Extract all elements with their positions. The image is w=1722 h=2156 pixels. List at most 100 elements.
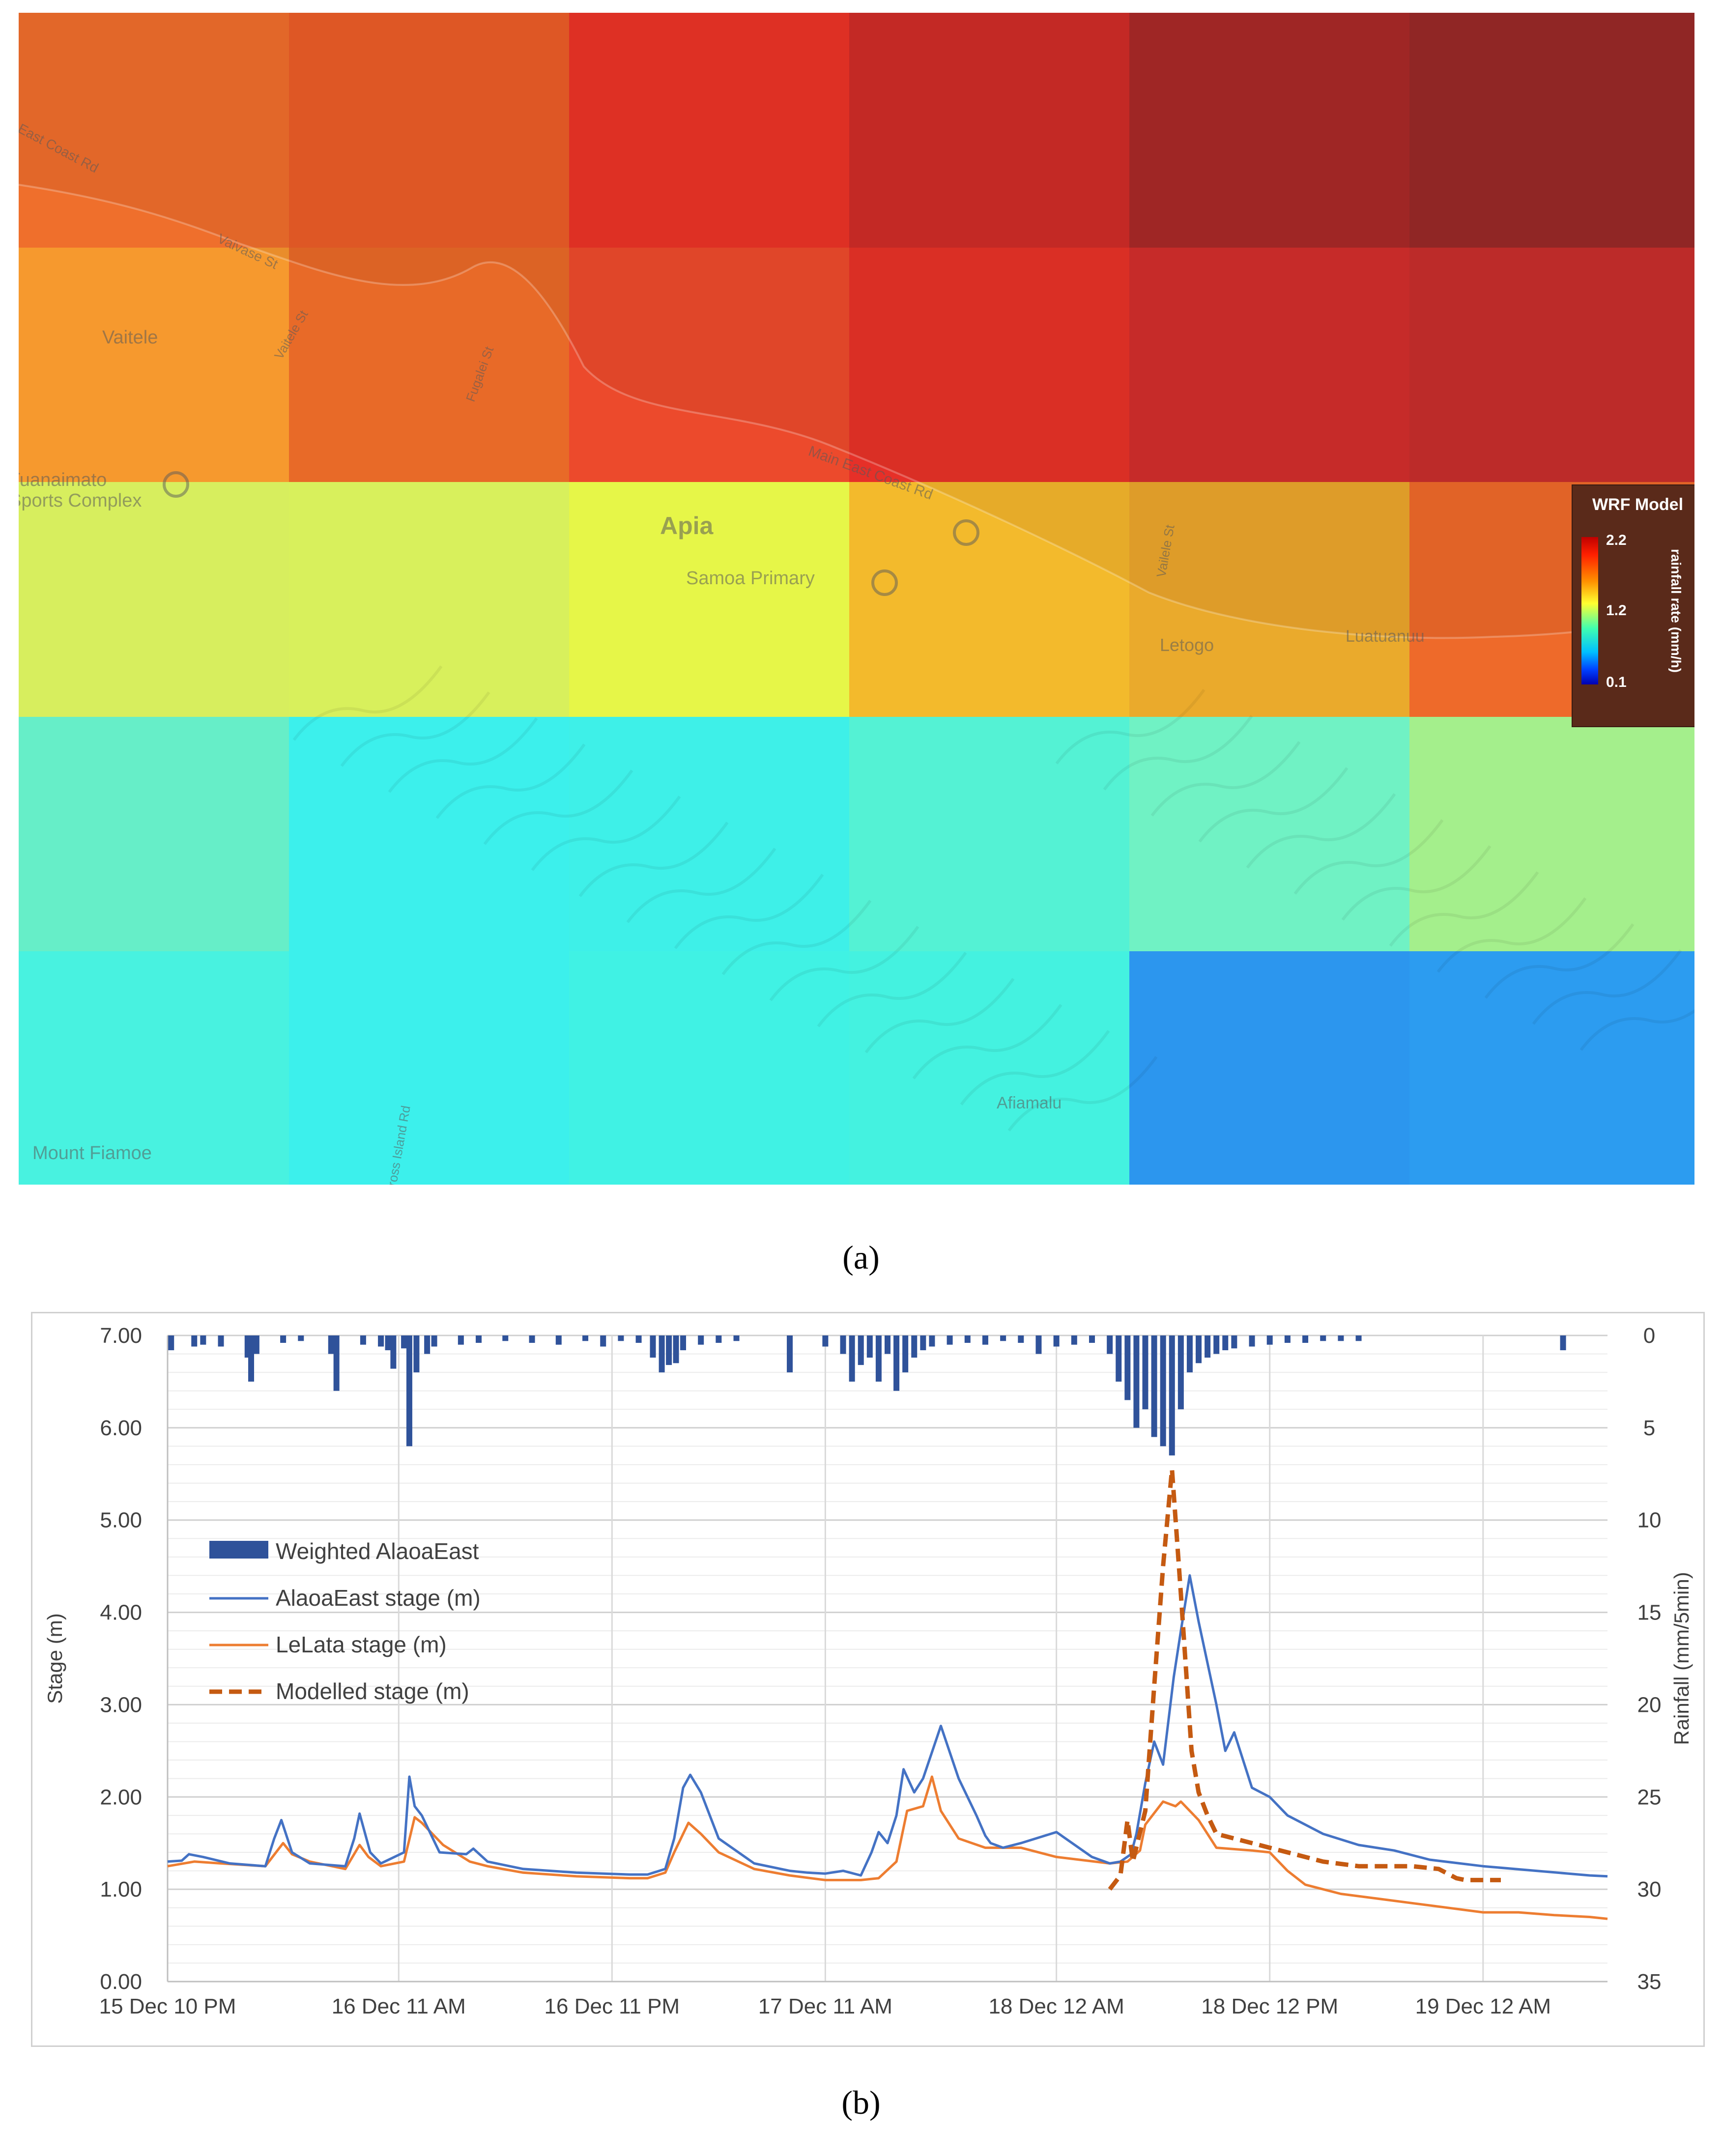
rainfall-bar	[1124, 1335, 1131, 1400]
terrain-ridge	[578, 822, 729, 897]
modelled-stage-line	[1108, 1467, 1501, 1891]
rainfall-bar	[1196, 1335, 1202, 1363]
rainfall-bar	[929, 1335, 935, 1347]
stage-chart-panel: 0.00 1.00 2.00 3.00 4.00 5.00 6.00 7.00 0 5 10 15 20…	[31, 1312, 1705, 2047]
rainfall-bar	[787, 1335, 793, 1373]
grid-cell-r0-c3	[849, 13, 1129, 248]
terrain-ridge	[769, 926, 919, 1001]
grid-cell-r3-c1	[289, 717, 569, 951]
y2-tick-label: 0	[1643, 1324, 1655, 1348]
terrain-ridge	[960, 1030, 1110, 1106]
rainfall-bar	[1035, 1335, 1042, 1354]
rainfall-bar	[1000, 1335, 1006, 1341]
rainfall-bar	[191, 1335, 198, 1347]
map-label-mount-fiamoe: Mount Fiamoe	[32, 1143, 152, 1163]
rainfall-bar	[248, 1335, 255, 1382]
rainfall-bar	[1160, 1335, 1166, 1447]
rainfall-bar	[1089, 1335, 1095, 1343]
rainfall-bar	[555, 1335, 562, 1345]
alaoaeast-stage-line	[167, 1574, 1608, 1878]
y-tick-label: 6.00	[100, 1416, 142, 1440]
legend-swatch-rain	[209, 1541, 268, 1559]
rainfall-bar	[964, 1335, 971, 1343]
terrain-ridge	[1103, 715, 1253, 791]
rainfall-bar	[875, 1335, 882, 1382]
rainfall-bar	[502, 1335, 509, 1341]
grid-cell-r1-c1	[289, 248, 569, 482]
rainfall-bar	[333, 1335, 340, 1391]
rainfall-bar	[902, 1335, 909, 1373]
rainfall-bar	[582, 1335, 589, 1341]
rainfall-bar	[360, 1335, 366, 1345]
rainfall-bar	[893, 1335, 900, 1391]
rainfall-bar	[253, 1335, 259, 1354]
map-label-afiamalu: Afiamalu	[997, 1094, 1062, 1112]
y-tick-label: 4.00	[100, 1601, 142, 1625]
rainfall-bar	[920, 1335, 926, 1351]
grid-cell-r4-c4	[1129, 951, 1409, 1185]
y2-tick-label: 30	[1637, 1877, 1662, 1901]
rainfall-bar	[822, 1335, 829, 1347]
rainfall-bar	[866, 1335, 873, 1358]
wrf-grid-map	[19, 13, 1694, 1185]
terrain-ridge	[864, 978, 1015, 1053]
rainfall-bar	[328, 1335, 334, 1354]
y2-tick-label: 20	[1637, 1693, 1662, 1717]
map-pin-icon	[163, 471, 189, 498]
y2-tick-label: 35	[1637, 1970, 1662, 1994]
terrain-ridge	[817, 952, 967, 1027]
legend-tick-min: 0.1	[1606, 674, 1627, 690]
grid-cell-r3-c4	[1129, 717, 1409, 951]
rainfall-bar	[1177, 1335, 1184, 1410]
y-tick-label: 0.00	[100, 1970, 142, 1994]
wrf-map-panel: Vaitele Apia Samoa Primary Letogo Luatua…	[19, 13, 1694, 1185]
legend-tick-mid: 1.2	[1606, 602, 1627, 619]
y2-axis-title: Rainfall (mm/5min)	[1670, 1572, 1693, 1745]
y-tick-label: 1.00	[100, 1877, 142, 1901]
rainfall-bar	[1186, 1335, 1193, 1373]
terrain-ridge	[721, 900, 872, 975]
rainfall-bar	[1266, 1335, 1273, 1345]
grid-cell-r4-c0	[19, 951, 289, 1185]
grid-cell-r4-c5	[1409, 951, 1694, 1185]
y2-tick-label: 5	[1643, 1416, 1655, 1440]
wrf-legend: WRF Model 2.2 1.2 0.1 rainfall rate (mm/…	[1572, 484, 1694, 727]
legend-label: AlaoaEast stage (m)	[276, 1585, 481, 1611]
rainfall-bar	[458, 1335, 464, 1345]
terrain-ridge	[1293, 819, 1444, 895]
rainfall-bar	[1249, 1335, 1255, 1347]
rainfall-bar	[1355, 1335, 1362, 1341]
rainfall-bar	[476, 1335, 482, 1343]
grid-cell-r0-c1	[289, 13, 569, 248]
grid-cell-r4-c3	[849, 951, 1129, 1185]
y-tick-label: 7.00	[100, 1324, 142, 1348]
grid-cell-r1-c4	[1129, 248, 1409, 482]
rainfall-bar	[618, 1335, 624, 1341]
map-pin-icon	[953, 519, 979, 546]
terrain-ridge	[1436, 897, 1587, 973]
x-tick-label: 16 Dec 11 AM	[332, 1994, 466, 2018]
terrain-ridge	[1579, 1009, 1694, 1051]
rainfall-bar	[168, 1335, 174, 1351]
rainfall-bar	[650, 1335, 656, 1358]
rainfall-bar	[1116, 1335, 1122, 1382]
rainfall-bar	[716, 1335, 722, 1343]
map-label-vaitele: Vaitele	[102, 327, 158, 348]
rainfall-bar	[1338, 1335, 1344, 1341]
grid-cell-r3-c0	[19, 717, 289, 951]
x-tick-label: 19 Dec 12 AM	[1415, 1994, 1551, 2018]
rainfall-bar	[1151, 1335, 1157, 1437]
rainfall-bar	[1231, 1335, 1237, 1349]
grid-cell-r2-c1	[289, 482, 569, 717]
rainfall-bar	[849, 1335, 855, 1382]
rainfall-bar	[1133, 1335, 1140, 1428]
terrain-ridge	[1341, 845, 1492, 921]
terrain-ridge	[1246, 793, 1396, 869]
rainfall-bar	[947, 1335, 953, 1345]
terrain-ridge	[626, 848, 776, 923]
rainfall-bar	[1018, 1335, 1024, 1343]
grid-cell-r2-c3	[849, 482, 1129, 717]
grid-cell-r1-c2	[569, 248, 849, 482]
x-tick-label: 18 Dec 12 AM	[988, 1994, 1124, 2018]
rainfall-bar	[378, 1335, 384, 1347]
